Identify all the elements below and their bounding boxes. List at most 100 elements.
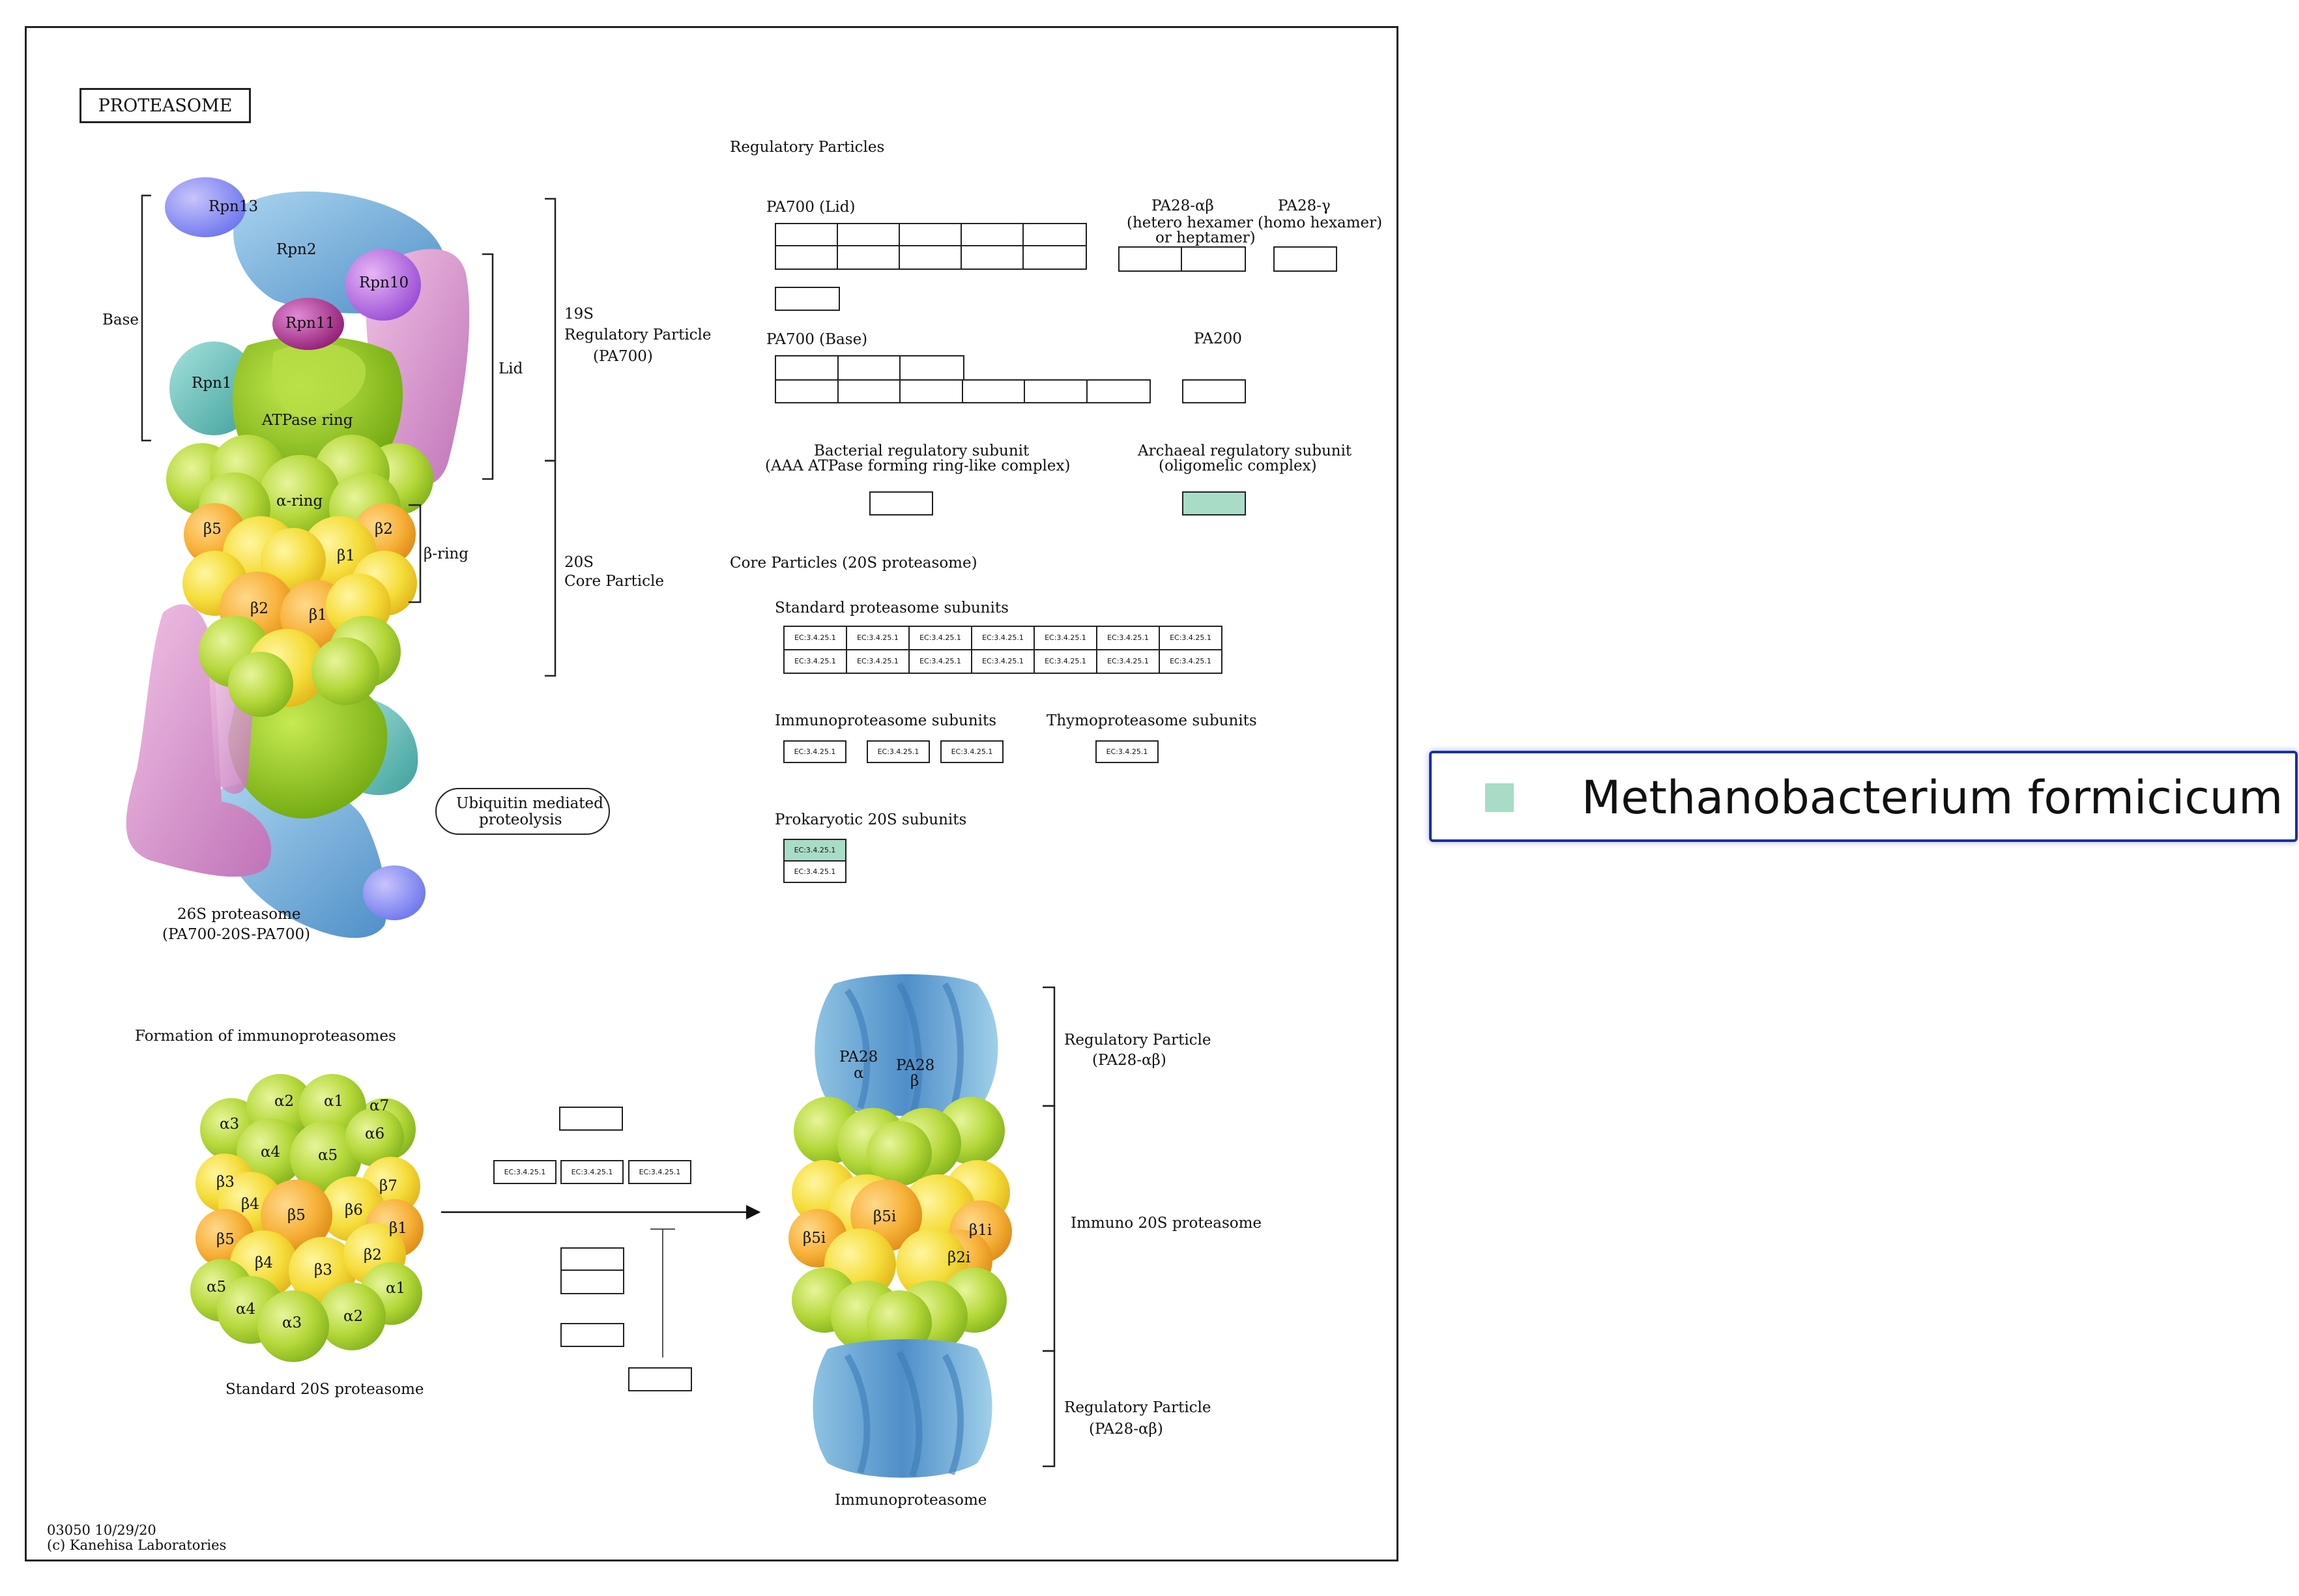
ec-standard-1-6[interactable]: EC:3.4.25.1: [1096, 626, 1160, 650]
label-lid: Lid: [499, 360, 523, 377]
pa28b-line1: PA28: [896, 1057, 935, 1074]
std-b4: β4: [255, 1255, 273, 1271]
footer-id: 03050 10/29/20: [47, 1522, 156, 1538]
organism-legend: Methanobacterium formicicum: [1429, 751, 2298, 842]
ec-standard-1-2[interactable]: EC:3.4.25.1: [846, 626, 910, 650]
label-b1-top: β1: [337, 547, 355, 564]
label-beta-ring: β-ring: [424, 545, 469, 562]
label-rpn10: Rpn10: [359, 274, 409, 291]
label-19s-line2: Regulatory Particle: [564, 326, 712, 343]
pa28a-line2: α: [854, 1065, 864, 1082]
imm-b1i: β1i: [969, 1222, 992, 1239]
formation-box-single[interactable]: [560, 1323, 624, 1347]
std-a5-bottom: α5: [207, 1279, 227, 1296]
prokaryotic-label: Prokaryotic 20S subunits: [775, 811, 967, 828]
ec-immuno-2[interactable]: EC:3.4.25.1: [867, 740, 930, 763]
std-a3-bottom: α3: [282, 1314, 302, 1331]
label-rpn13: Rpn13: [209, 198, 259, 215]
immuno-20s-label: Immuno 20S proteasome: [1071, 1215, 1262, 1232]
ec-standard-1-3[interactable]: EC:3.4.25.1: [908, 626, 972, 650]
std-b7: β7: [379, 1178, 398, 1195]
core-heading: Core Particles (20S proteasome): [730, 555, 977, 572]
std-b3: β3: [216, 1174, 235, 1191]
regulatory-heading: Regulatory Particles: [730, 139, 885, 156]
legend-label: Methanobacterium formicicum: [1582, 771, 2283, 824]
ec-prokaryotic-beta[interactable]: EC:3.4.25.1: [783, 860, 846, 883]
ec-standard-1-5[interactable]: EC:3.4.25.1: [1034, 626, 1097, 650]
std-b1: β1: [389, 1220, 407, 1237]
formation-heading: Formation of immunoproteasomes: [135, 1028, 396, 1045]
immuno-caption: Immunoproteasome: [835, 1492, 987, 1509]
ec-prokaryotic-alpha[interactable]: EC:3.4.25.1: [783, 839, 846, 862]
formation-box-pair[interactable]: [560, 1247, 624, 1294]
footer-copyright: (c) Kanehisa Laboratories: [47, 1537, 227, 1553]
ec-standard-1-7[interactable]: EC:3.4.25.1: [1159, 626, 1222, 650]
pa700-base-grid-bottom[interactable]: [775, 379, 1151, 403]
pa28a-line1: PA28: [839, 1049, 878, 1066]
label-rpn1: Rpn1: [192, 375, 232, 392]
pa28ab-grid[interactable]: [1118, 246, 1246, 272]
std-b3-bottom: β3: [314, 1262, 332, 1279]
archaeal-box[interactable]: [1182, 491, 1246, 515]
pa700-base-grid-top[interactable]: [775, 355, 964, 381]
formation-box-top[interactable]: [559, 1107, 623, 1131]
pa28g-line2: (homo hexamer): [1258, 214, 1383, 231]
standard-subunits-grid: EC:3.4.25.1 EC:3.4.25.1 EC:3.4.25.1 EC:3.4.…: [783, 626, 1222, 674]
ubiquitin-line1: Ubiquitin mediated: [456, 795, 603, 812]
pa28g-box[interactable]: [1273, 246, 1337, 272]
bacterial-line1: Bacterial regulatory subunit: [814, 443, 1030, 459]
std-a3: α3: [220, 1116, 240, 1133]
pa28ab-line1: PA28-αβ: [1151, 197, 1214, 214]
label-rpn11: Rpn11: [285, 315, 336, 332]
std-a5: α5: [318, 1147, 338, 1164]
label-b1: β1: [309, 607, 327, 624]
archaeal-line2: (oligomelic complex): [1159, 457, 1317, 474]
ec-standard-2-4[interactable]: EC:3.4.25.1: [971, 649, 1035, 674]
bacterial-box[interactable]: [869, 491, 933, 515]
bacterial-line2: (AAA ATPase forming ring-like complex): [765, 457, 1071, 474]
ec-standard-2-5[interactable]: EC:3.4.25.1: [1034, 649, 1097, 674]
ec-formation-2[interactable]: EC:3.4.25.1: [560, 1160, 624, 1184]
ec-standard-2-7[interactable]: EC:3.4.25.1: [1159, 649, 1222, 674]
pa200-label: PA200: [1194, 330, 1242, 347]
ec-formation-1[interactable]: EC:3.4.25.1: [493, 1160, 557, 1184]
pa28b-line2: β: [910, 1073, 919, 1090]
formation-box-bottom[interactable]: [628, 1367, 692, 1391]
ec-thymo[interactable]: EC:3.4.25.1: [1095, 740, 1159, 763]
pa28g-line1: PA28-γ: [1278, 197, 1331, 214]
pa700-lid-label: PA700 (Lid): [766, 199, 856, 216]
pa700-lid-extra-box[interactable]: [775, 287, 840, 311]
label-alpha-ring: α-ring: [276, 493, 323, 510]
label-b2-top: β2: [375, 521, 393, 538]
label-26s-line1: 26S proteasome: [177, 906, 301, 923]
thymo-subunits-label: Thymoproteasome subunits: [1047, 712, 1257, 729]
pa700-lid-grid[interactable]: [775, 223, 1087, 270]
ec-immuno-1[interactable]: EC:3.4.25.1: [783, 740, 846, 763]
ec-standard-2-6[interactable]: EC:3.4.25.1: [1096, 649, 1160, 674]
label-rpn2: Rpn2: [276, 241, 317, 258]
label-b2: β2: [250, 600, 268, 617]
std-a6: α6: [365, 1125, 385, 1142]
ec-standard-2-2[interactable]: EC:3.4.25.1: [846, 649, 910, 674]
ec-standard-2-1[interactable]: EC:3.4.25.1: [783, 649, 847, 674]
ubiquitin-link[interactable]: Ubiquitin mediated proteolysis: [435, 788, 610, 835]
ec-standard-1-1[interactable]: EC:3.4.25.1: [783, 626, 847, 650]
std-a1-bottom: α1: [386, 1280, 406, 1297]
std-a1: α1: [324, 1093, 344, 1110]
ec-immuno-3[interactable]: EC:3.4.25.1: [940, 740, 1004, 763]
std-a4-bottom: α4: [236, 1301, 256, 1318]
std-b4-top: β4: [241, 1196, 259, 1213]
std-a2-bottom: α2: [343, 1308, 364, 1325]
pa200-box[interactable]: [1182, 379, 1246, 403]
std-a2: α2: [274, 1093, 295, 1110]
std-b5-center: β5: [287, 1207, 306, 1224]
label-base: Base: [102, 312, 139, 328]
ec-formation-3[interactable]: EC:3.4.25.1: [628, 1160, 691, 1184]
label-19s-line1: 19S: [564, 306, 594, 323]
ec-standard-2-3[interactable]: EC:3.4.25.1: [908, 649, 972, 674]
ec-standard-1-4[interactable]: EC:3.4.25.1: [971, 626, 1035, 650]
rp-top-line1: Regulatory Particle: [1064, 1032, 1211, 1049]
map-title-box[interactable]: PROTEASOME: [80, 88, 251, 123]
std-b5: β5: [216, 1231, 235, 1248]
